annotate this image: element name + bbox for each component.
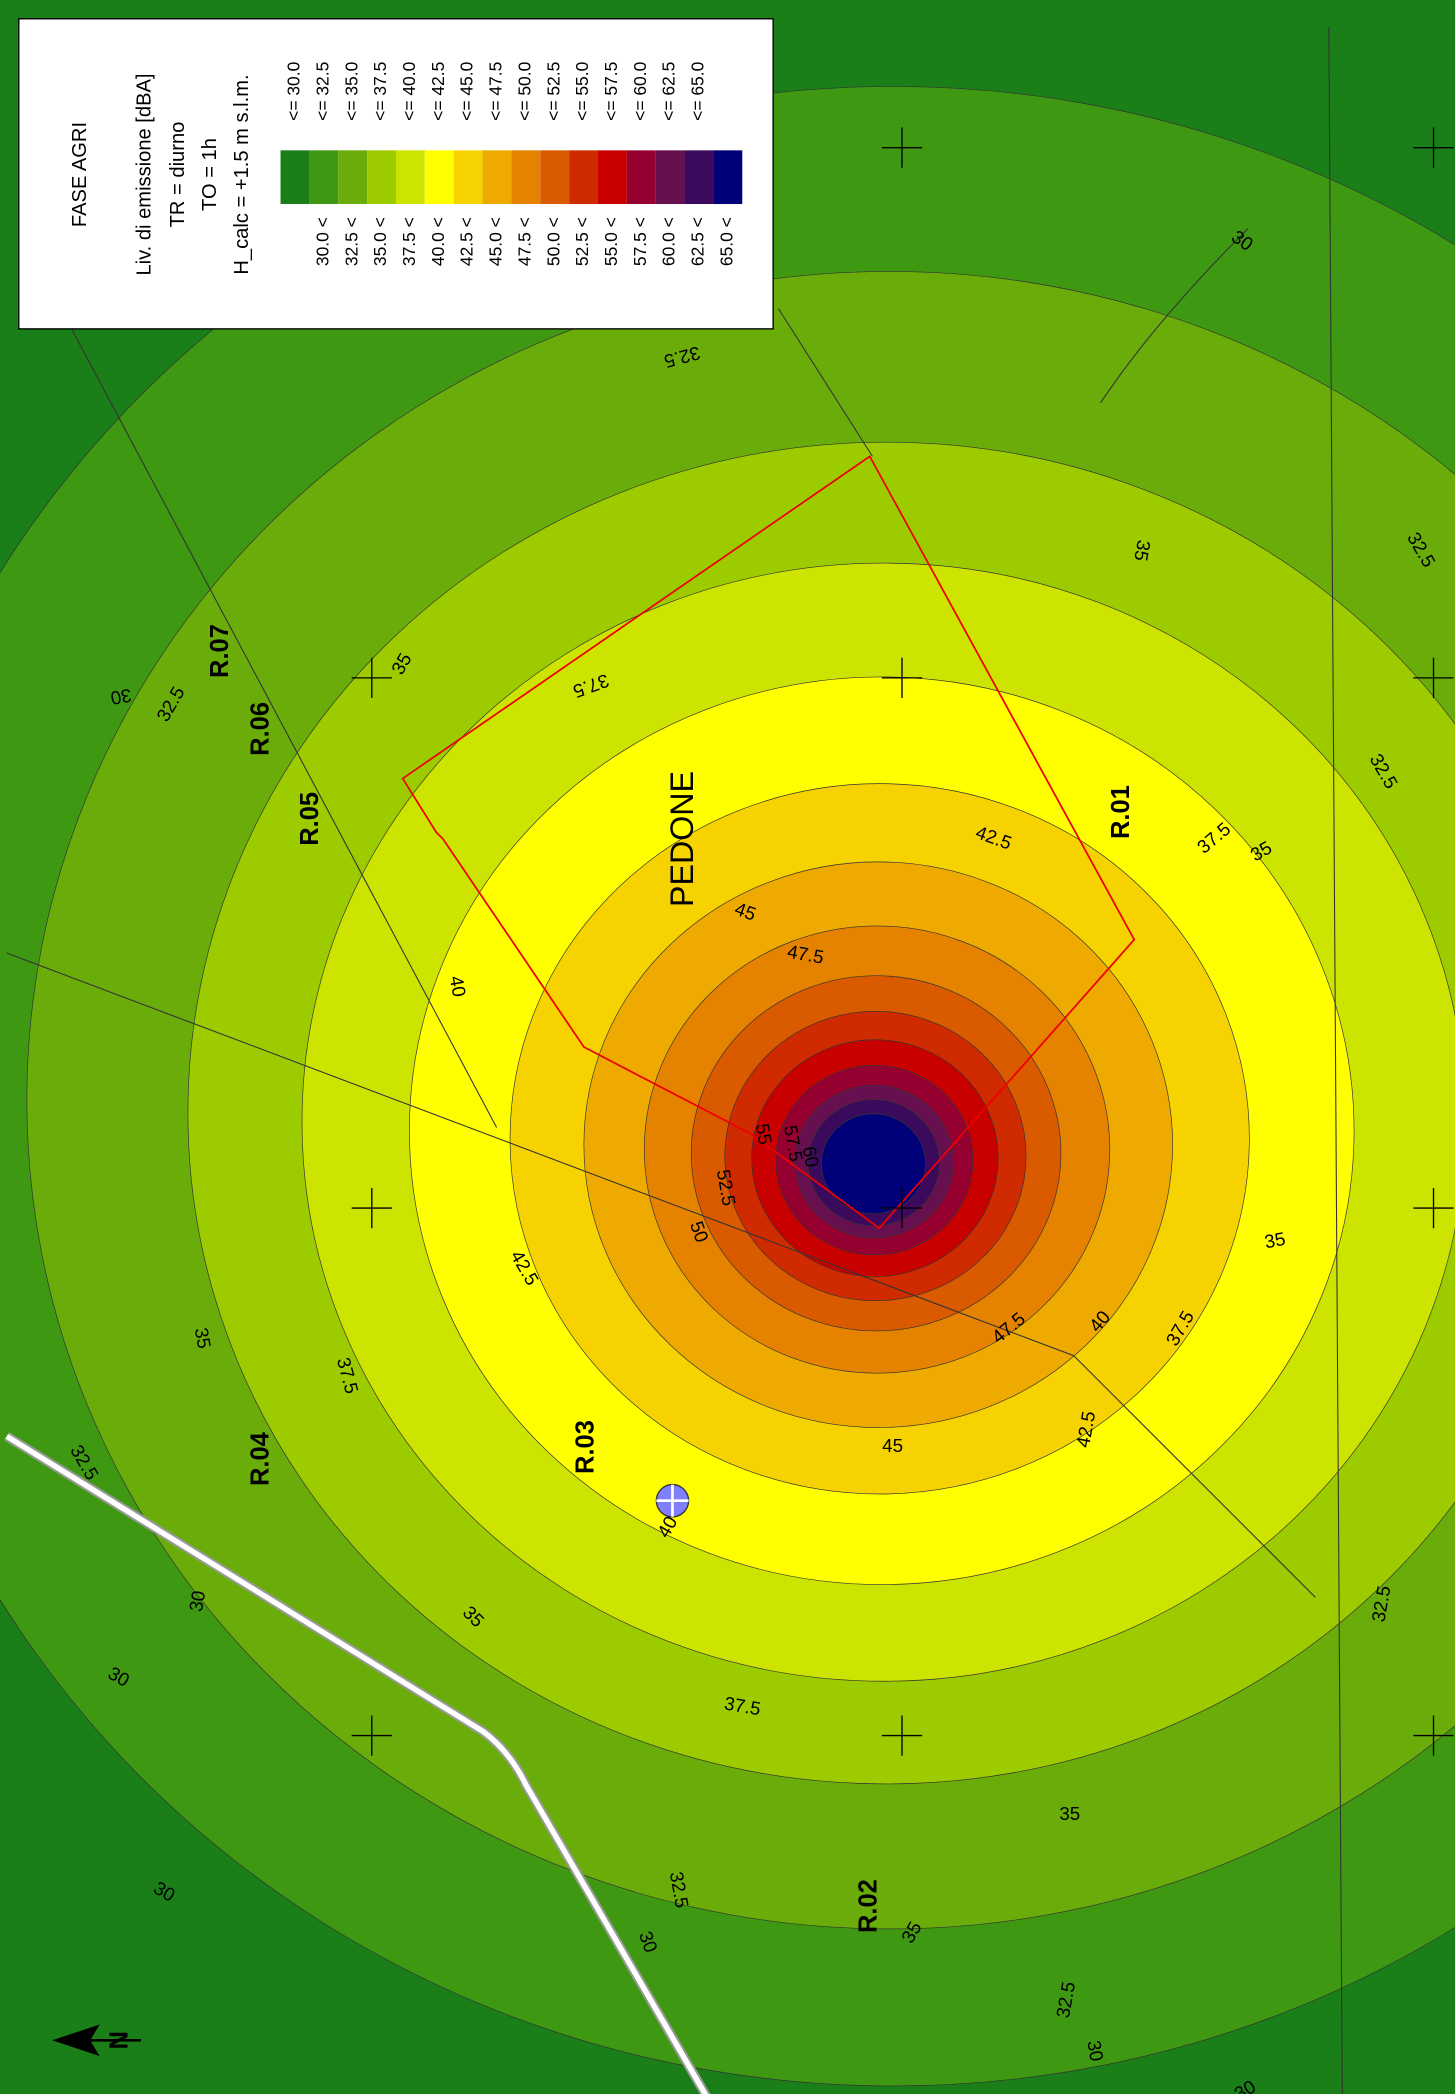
legend-swatch <box>309 150 339 205</box>
legend-upper: <= 57.5 <box>601 62 621 121</box>
legend-upper: <= 42.5 <box>428 62 448 121</box>
legend: FASE AGRI Liv. di emissione [dBA] TR = diu… <box>18 18 774 330</box>
legend-upper: <= 65.0 <box>688 61 708 120</box>
legend-upper: <= 30.0 <box>284 61 304 120</box>
legend-lower: 40.0 < <box>428 217 448 266</box>
contour-label: 30 <box>109 685 133 709</box>
contour-label: 60 <box>799 1145 823 1169</box>
legend-upper: <= 50.0 <box>514 61 534 120</box>
legend-lower: 30.0 < <box>312 217 332 266</box>
legend-swatch <box>655 150 685 205</box>
boundary-line <box>53 26 1343 2094</box>
legend-upper: <= 35.0 <box>341 61 361 120</box>
band <box>821 1113 926 1215</box>
legend-swatch <box>424 150 454 205</box>
legend-lower: 32.5 < <box>341 217 361 266</box>
legend-lower: 47.5 < <box>514 217 534 266</box>
legend-swatch <box>482 150 512 205</box>
legend-line: TO = 1h <box>199 138 221 211</box>
contour-label: 35 <box>1263 1228 1287 1252</box>
legend-swatch <box>713 150 743 205</box>
legend-lower: 62.5 < <box>688 217 708 266</box>
contour-label: 35 <box>1130 539 1154 563</box>
legend-line: TR = diurno <box>167 122 189 228</box>
legend-swatch <box>597 150 627 205</box>
legend-lower: 60.0 < <box>659 217 679 266</box>
north-arrow-shape <box>52 2024 141 2057</box>
receiver-icon-cross <box>656 1484 689 1517</box>
legend-swatch <box>511 150 541 205</box>
contour-label: 35 <box>191 1326 215 1350</box>
legend-swatch <box>367 150 396 205</box>
legend-upper: <= 40.0 <box>399 61 419 120</box>
receptor-label: R.01 <box>1107 785 1135 839</box>
legend-title: FASE AGRI <box>69 122 91 227</box>
legend-upper: <= 37.5 <box>370 62 390 121</box>
receptor-label: R.05 <box>296 792 324 846</box>
grid-cross <box>351 127 1454 1756</box>
grid-crosses <box>351 127 1454 1756</box>
legend-lower: 52.5 < <box>572 217 592 266</box>
legend-lower: 42.5 < <box>457 217 477 266</box>
contour-label: 55 <box>752 1122 776 1146</box>
receptor-label: R.07 <box>206 624 234 678</box>
legend-upper: <= 32.5 <box>312 62 332 121</box>
map-lines <box>4 26 1343 2094</box>
legend-upper: <= 60.0 <box>630 61 650 120</box>
legend-upper: <= 62.5 <box>659 62 679 121</box>
legend-swatch <box>395 150 425 205</box>
receptor-label: R.04 <box>246 1431 274 1486</box>
legend-swatch <box>338 150 368 205</box>
legend-lower: 35.0 < <box>370 217 390 266</box>
legend-swatch <box>280 150 310 205</box>
boundary-line <box>6 952 1316 1598</box>
legend-lower: 50.0 < <box>543 217 563 266</box>
contour-label: 40 <box>446 974 470 998</box>
contour-label: 45 <box>882 1435 903 1456</box>
receptor-label: R.06 <box>246 702 274 756</box>
legend-upper: <= 47.5 <box>486 62 506 121</box>
place-label: PEDONE <box>664 771 700 907</box>
legend-lower: 37.5 < <box>399 217 419 266</box>
north-arrow: N <box>52 2024 141 2057</box>
legend-line: H_calc = +1.5 m s.l.m. <box>231 74 253 274</box>
source-marker <box>655 1483 690 1518</box>
legend-lower: 55.0 < <box>601 217 621 266</box>
legend-upper: <= 52.5 <box>543 62 563 121</box>
contour-label: 35 <box>1059 1803 1080 1824</box>
road-fill <box>5 1433 709 2094</box>
legend-swatch <box>540 150 570 205</box>
receptor-label: R.03 <box>571 1420 599 1474</box>
contour-label: 30 <box>1083 2039 1107 2063</box>
legend-lower: 57.5 < <box>630 217 650 266</box>
legend-lower: 45.0 < <box>486 217 506 266</box>
legend-upper: <= 45.0 <box>457 61 477 120</box>
legend-lower: 65.0 < <box>716 217 736 266</box>
contour-label: 30 <box>185 1589 209 1613</box>
legend-line: Liv. di emissione [dBA] <box>133 73 155 275</box>
legend-swatch <box>569 150 598 205</box>
legend-swatch <box>626 150 656 205</box>
north-label: N <box>106 2031 134 2049</box>
receptor-label: R.02 <box>855 1879 883 1933</box>
legend-upper: <= 55.0 <box>572 61 592 120</box>
legend-swatch <box>453 150 483 205</box>
site-boundary <box>401 455 1136 1230</box>
legend-swatch <box>684 150 714 205</box>
